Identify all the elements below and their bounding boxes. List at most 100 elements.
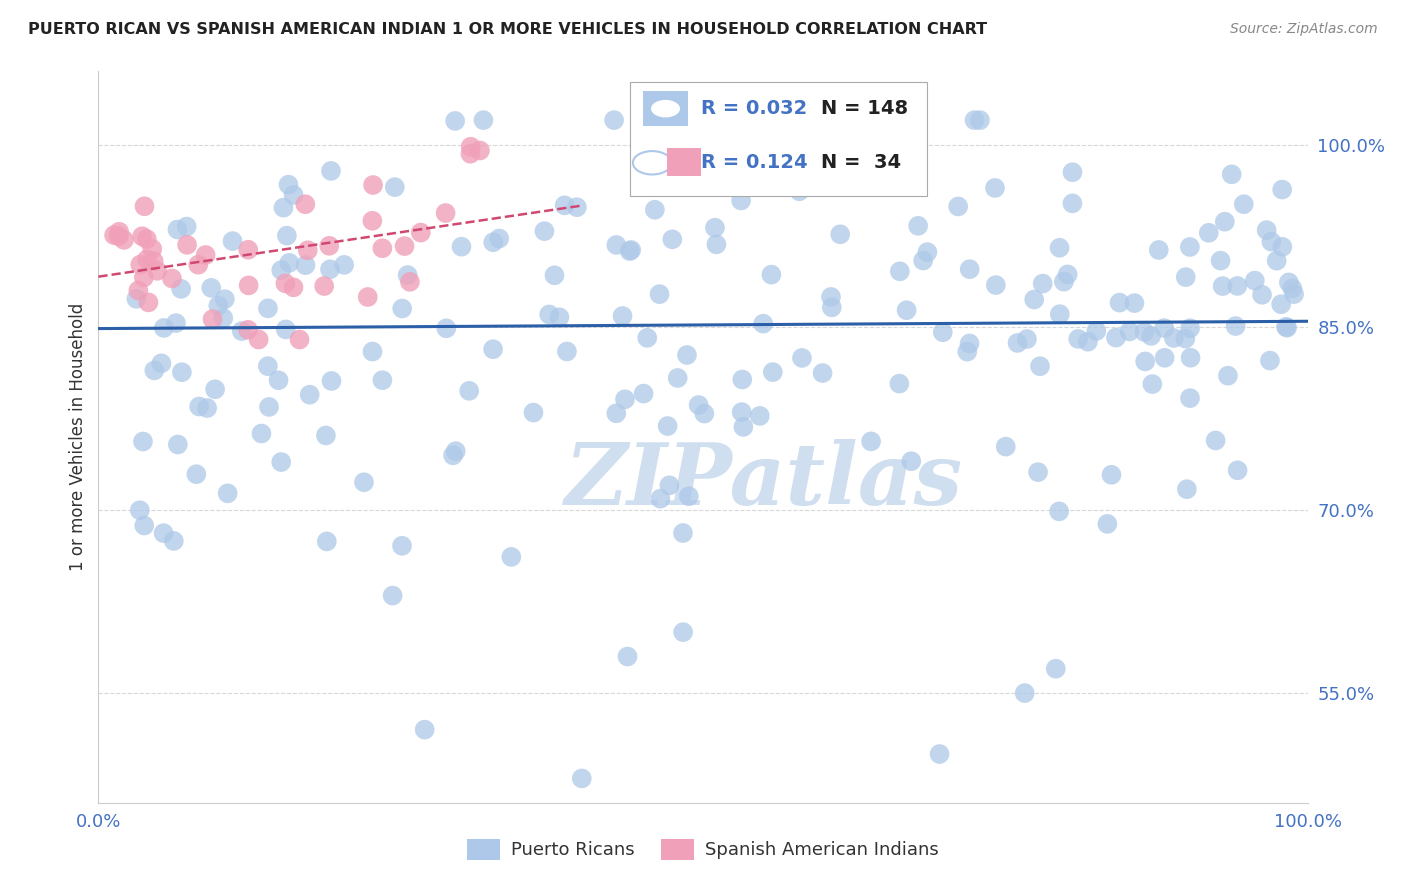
- Point: [1142, 377, 1164, 392]
- Point: [250, 426, 273, 441]
- Text: Source: ZipAtlas.com: Source: ZipAtlas.com: [1230, 22, 1378, 37]
- Point: [661, 232, 683, 246]
- Point: [273, 201, 295, 215]
- Point: [1175, 482, 1198, 496]
- Point: [294, 258, 316, 272]
- Point: [138, 295, 160, 310]
- Point: [165, 316, 187, 330]
- Point: [270, 263, 292, 277]
- Point: [141, 242, 163, 256]
- Point: [1216, 368, 1239, 383]
- Text: R = 0.124: R = 0.124: [700, 153, 807, 172]
- Point: [1045, 662, 1067, 676]
- Point: [1014, 686, 1036, 700]
- Point: [204, 382, 226, 396]
- Y-axis label: 1 or more Vehicles in Household: 1 or more Vehicles in Household: [69, 303, 87, 571]
- Point: [399, 275, 422, 289]
- Point: [1243, 274, 1265, 288]
- Point: [276, 228, 298, 243]
- Point: [889, 376, 911, 391]
- Point: [361, 214, 384, 228]
- Point: [247, 333, 270, 347]
- Point: [614, 392, 637, 407]
- Point: [603, 113, 626, 128]
- Point: [1105, 330, 1128, 344]
- Point: [163, 533, 186, 548]
- Point: [1007, 335, 1029, 350]
- Point: [1178, 391, 1201, 405]
- Point: [460, 140, 482, 154]
- Point: [195, 401, 218, 415]
- Point: [501, 549, 523, 564]
- Point: [472, 113, 495, 128]
- Point: [166, 222, 188, 236]
- Point: [1260, 235, 1282, 249]
- Point: [1180, 351, 1202, 365]
- Point: [633, 386, 655, 401]
- Point: [672, 526, 695, 541]
- Point: [1140, 329, 1163, 343]
- Point: [1047, 504, 1070, 518]
- Point: [658, 478, 681, 492]
- Point: [612, 309, 634, 323]
- Point: [396, 268, 419, 282]
- FancyBboxPatch shape: [630, 82, 927, 195]
- Point: [619, 244, 641, 258]
- Point: [1062, 196, 1084, 211]
- Point: [928, 747, 950, 761]
- Point: [912, 253, 935, 268]
- Point: [482, 235, 505, 250]
- Point: [134, 199, 156, 213]
- Point: [704, 220, 727, 235]
- Point: [661, 179, 683, 194]
- Point: [176, 237, 198, 252]
- Point: [450, 240, 472, 254]
- Point: [127, 284, 149, 298]
- Point: [1209, 253, 1232, 268]
- Point: [1097, 516, 1119, 531]
- Point: [1067, 332, 1090, 346]
- Point: [761, 268, 783, 282]
- Point: [657, 419, 679, 434]
- Point: [136, 252, 159, 267]
- Point: [391, 539, 413, 553]
- Text: N =  34: N = 34: [821, 153, 901, 172]
- Point: [571, 772, 593, 786]
- Point: [522, 406, 544, 420]
- Point: [294, 197, 316, 211]
- Point: [444, 114, 467, 128]
- Point: [371, 373, 394, 387]
- Point: [820, 290, 842, 304]
- Point: [1123, 296, 1146, 310]
- Point: [984, 278, 1007, 293]
- Point: [1270, 297, 1292, 311]
- Point: [748, 409, 770, 423]
- Point: [146, 264, 169, 278]
- Point: [946, 199, 969, 213]
- Point: [319, 262, 342, 277]
- Point: [1032, 277, 1054, 291]
- Point: [444, 444, 467, 458]
- Point: [278, 256, 301, 270]
- Legend: Puerto Ricans, Spanish American Indians: Puerto Ricans, Spanish American Indians: [460, 831, 946, 867]
- Point: [201, 312, 224, 326]
- Point: [170, 365, 193, 379]
- Point: [150, 356, 173, 370]
- Point: [731, 372, 754, 386]
- Point: [706, 237, 728, 252]
- Point: [274, 277, 297, 291]
- Point: [676, 348, 699, 362]
- Point: [1029, 359, 1052, 374]
- Point: [907, 219, 929, 233]
- Point: [283, 188, 305, 202]
- Point: [166, 437, 188, 451]
- Point: [434, 321, 457, 335]
- Point: [319, 164, 342, 178]
- Point: [1147, 243, 1170, 257]
- Point: [1212, 279, 1234, 293]
- Point: [790, 351, 813, 365]
- Point: [217, 486, 239, 500]
- Point: [1024, 293, 1046, 307]
- Point: [730, 194, 752, 208]
- Point: [672, 625, 695, 640]
